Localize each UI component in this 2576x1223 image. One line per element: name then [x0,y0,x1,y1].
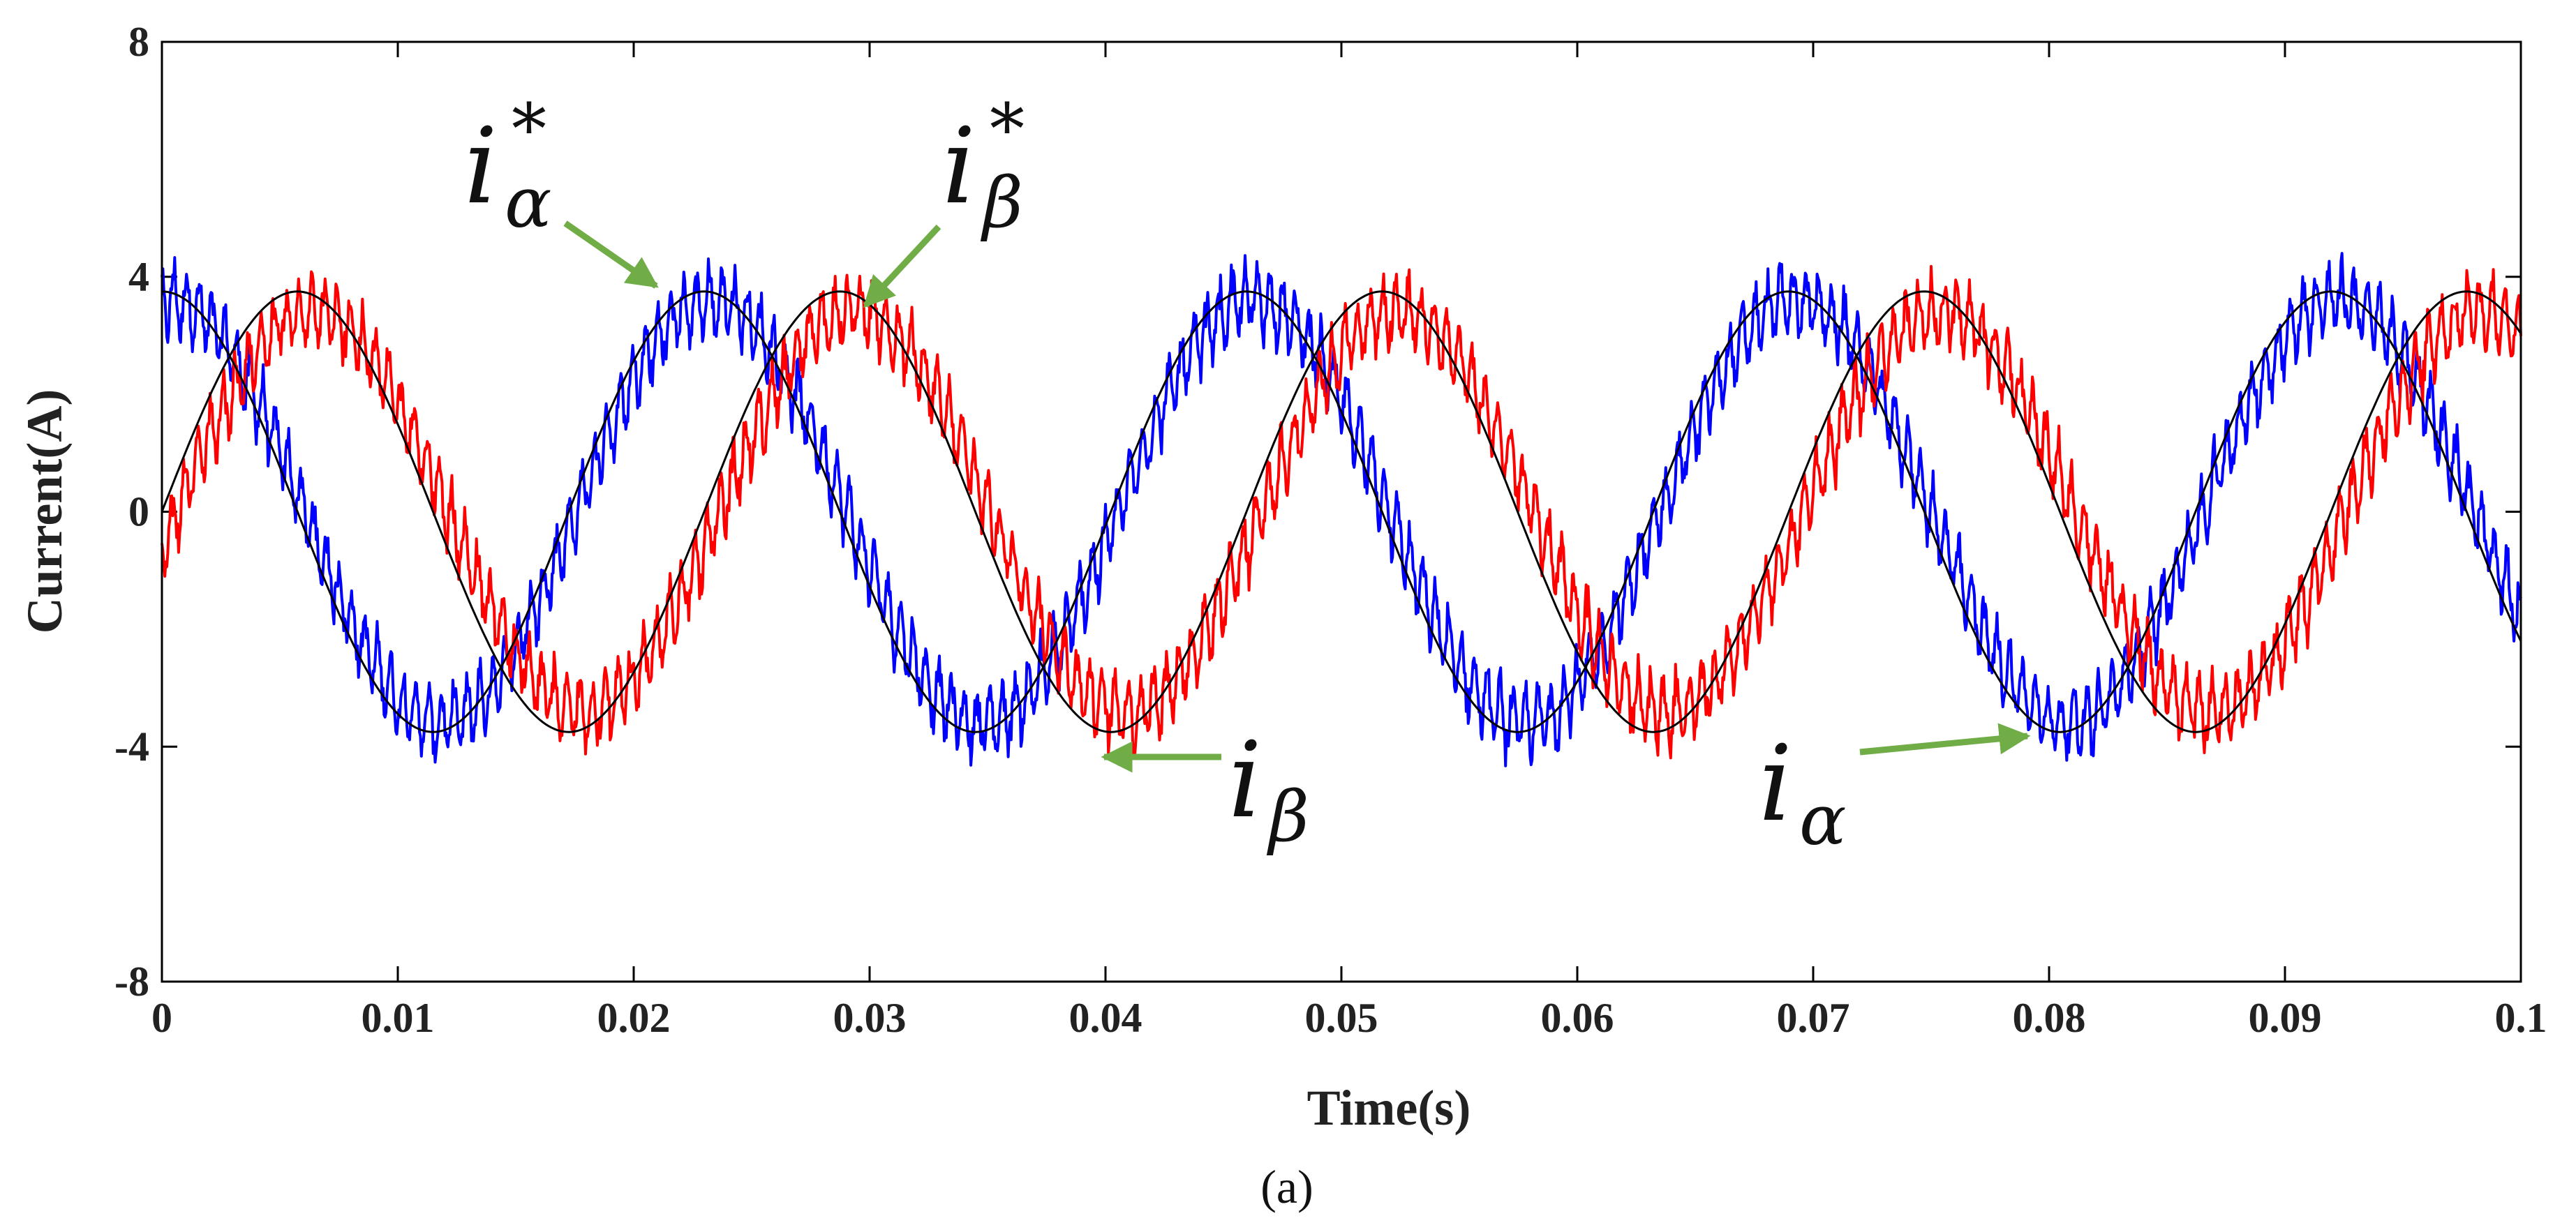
y-tick-label: 8 [128,19,149,65]
y-tick-label: -8 [114,959,149,1005]
series-layer [161,252,2522,767]
x-tick-label: 0.02 [597,995,671,1041]
annotation-subscript: α [1799,779,1847,861]
annotation-subscript: α [505,162,552,243]
annotations: i α* i β*i β i α [464,89,2031,861]
annotation-base: i [1759,723,1792,845]
x-tick-label: 0.01 [362,995,435,1041]
annotation-i-beta-ref: i β* [863,89,1025,308]
tick-labels: 0 0.01 0.02 0.03 0.04 0.05 0.06 0.07 0.08 0.09 0.1… [114,19,2547,1041]
x-tick-label: 0.04 [1069,995,1142,1041]
x-tick-label: 0.07 [1777,995,1850,1041]
x-tick-label: 0 [151,995,172,1041]
y-axis-label: Current(A) [17,389,73,634]
annotation-superscript: * [990,89,1025,170]
figure-caption: (a) [1260,1160,1313,1213]
x-tick-label: 0.05 [1305,995,1378,1041]
annotation-superscript: * [512,89,546,170]
annotation-arrow [863,224,941,308]
plot-frame [161,40,2522,983]
y-tick-label: -4 [114,723,149,770]
x-tick-label: 0.06 [1541,995,1614,1041]
annotation-arrow [563,220,659,289]
annotation-subscript: β [980,162,1023,243]
x-tick-label: 0.08 [2013,995,2086,1041]
x-axis-label: Time(s) [1307,1080,1471,1136]
y-tick-label: 0 [128,489,149,535]
x-tick-label: 0.03 [833,995,907,1041]
y-tick-label: 4 [128,254,149,300]
annotation-subscript: β [1266,776,1309,857]
annotation-arrow [1859,723,2031,756]
x-tick-label: 0.09 [2249,995,2322,1041]
annotation-base: i [464,106,498,227]
series-line-i-beta-ref [161,290,2522,733]
series-line-i-beta [161,264,2522,760]
annotation-base: i [1228,720,1262,841]
annotation-base: i [942,106,976,227]
annotation-i-alpha-ref: i α* [464,89,659,289]
x-tick-label: 0.1 [2495,995,2547,1041]
